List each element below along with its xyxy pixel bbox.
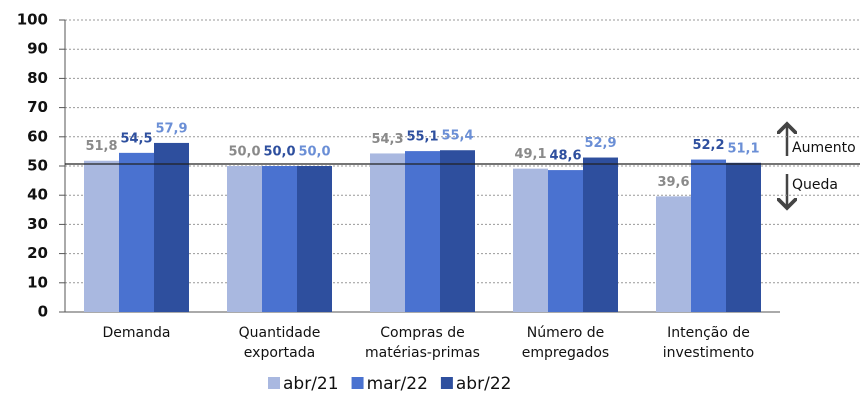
data-label: 50,0 [298, 145, 330, 160]
y-tick-label: 40 [27, 186, 48, 204]
annotation: Aumento [792, 140, 856, 156]
x-tick-label: Quantidade exportada [239, 325, 321, 361]
y-tick-label: 10 [27, 273, 48, 291]
y-tick-label: 60 [27, 127, 48, 145]
y-tick-label: 0 [38, 303, 48, 321]
bar [583, 157, 618, 312]
legend-label: abr/22 [456, 374, 512, 394]
data-label: 51,8 [85, 139, 117, 154]
bar [726, 162, 761, 312]
x-tick-label: Demanda [103, 325, 171, 341]
bar [297, 166, 332, 312]
y-tick-label: 100 [17, 11, 48, 29]
data-label: 50,0 [228, 145, 260, 160]
legend-label: abr/21 [283, 374, 339, 394]
data-label: 54,5 [120, 131, 152, 146]
bar [370, 153, 405, 312]
legend-swatch [351, 377, 364, 389]
data-label: 54,3 [371, 132, 403, 147]
data-label: 55,4 [441, 129, 473, 144]
bar [227, 166, 262, 312]
y-tick-label: 50 [27, 157, 48, 175]
y-tick-label: 80 [27, 69, 48, 87]
x-tick-label: Intenção de investimento [663, 325, 755, 361]
bar [119, 152, 154, 312]
y-tick-label: 20 [27, 244, 48, 262]
y-tick-label: 90 [27, 40, 48, 58]
bar [440, 150, 475, 312]
bar [405, 151, 440, 312]
y-tick-label: 70 [27, 98, 48, 116]
y-tick-label: 30 [27, 215, 48, 233]
bar [262, 166, 297, 312]
bar [154, 142, 189, 312]
bar [513, 168, 548, 312]
data-label: 52,2 [692, 138, 724, 153]
data-label: 39,6 [657, 175, 689, 190]
x-tick-label: Compras de matérias-primas [365, 325, 480, 361]
bar [691, 159, 726, 312]
data-label: 50,0 [263, 145, 295, 160]
bar [84, 160, 119, 312]
bar [656, 196, 691, 312]
legend-label: mar/22 [367, 374, 428, 394]
data-label: 55,1 [406, 130, 438, 145]
annotation: Queda [792, 177, 838, 193]
data-label: 51,1 [727, 141, 759, 156]
bar [548, 170, 583, 312]
x-tick-label: Número de empregados [522, 325, 609, 361]
data-label: 57,9 [155, 121, 187, 136]
data-label: 52,9 [584, 136, 616, 151]
data-label: 49,1 [514, 147, 546, 162]
data-label: 48,6 [549, 149, 581, 164]
legend-swatch [268, 377, 280, 389]
legend-swatch [440, 377, 453, 389]
